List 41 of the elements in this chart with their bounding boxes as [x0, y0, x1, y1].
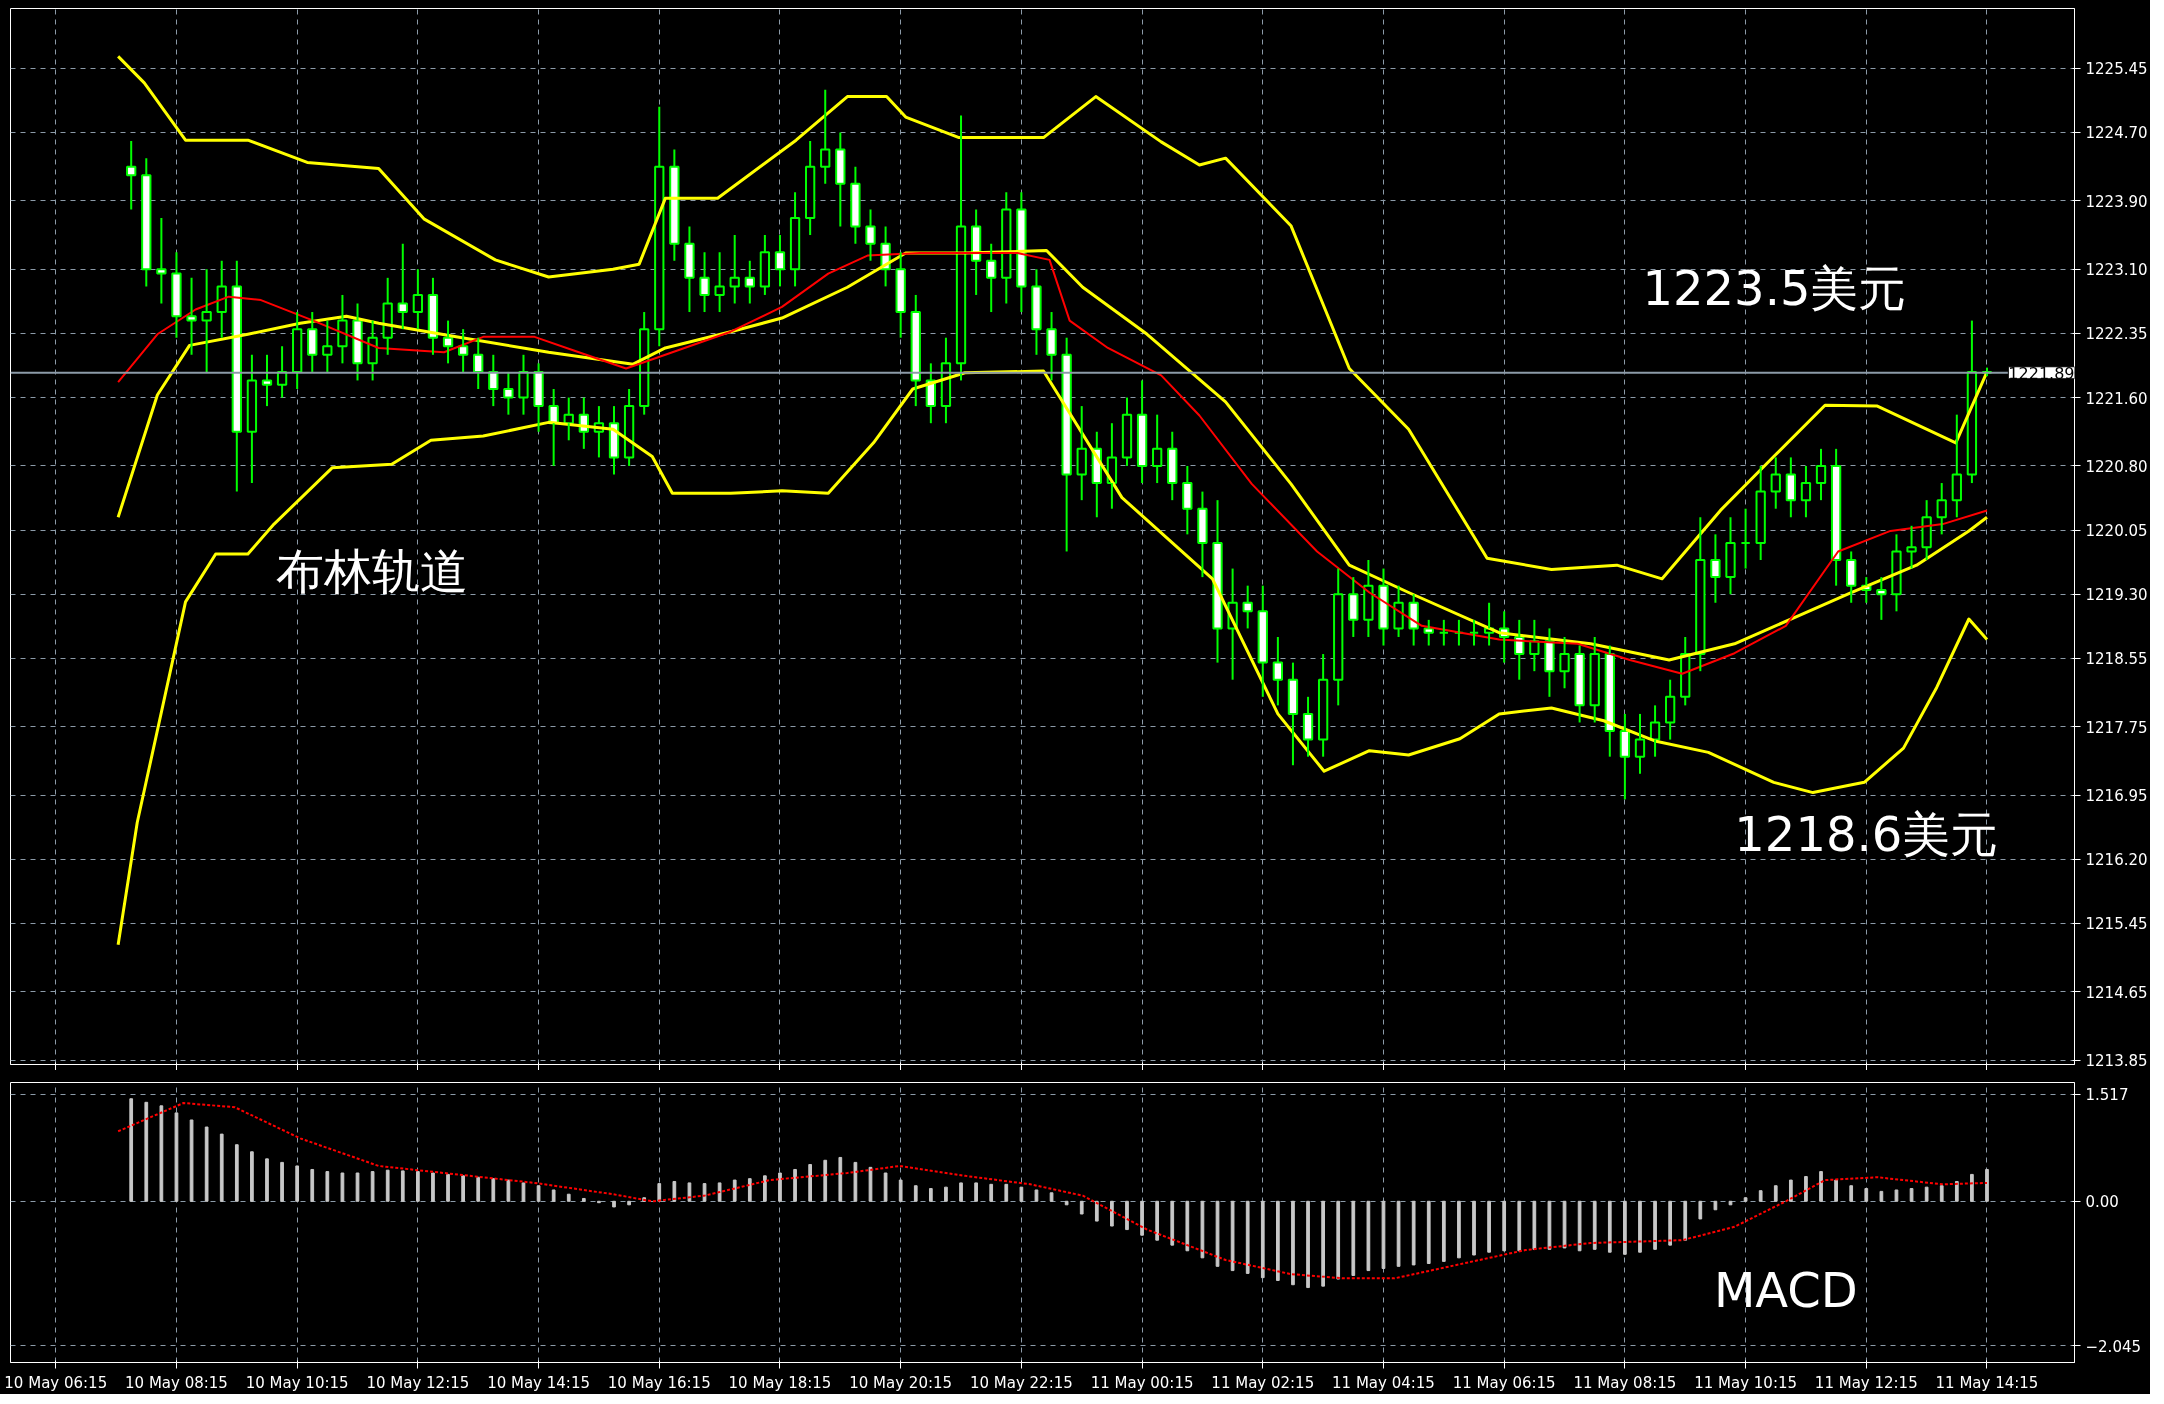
y-tick-label: 1.517: [2085, 1086, 2129, 1105]
x-tick-label: 11 May 12:15: [1814, 1373, 1918, 1392]
annotation: MACD: [1713, 1261, 1858, 1318]
x-tick-label: 10 May 10:15: [245, 1373, 349, 1392]
y-tick-label: 1217.75: [2085, 718, 2148, 737]
x-tick-label: 11 May 14:15: [1935, 1373, 2039, 1392]
annotation: 布林轨道: [275, 543, 468, 599]
y-tick-label: 1222.35: [2085, 325, 2148, 344]
y-tick-label: 1221.60: [2085, 389, 2148, 408]
x-tick-label: 10 May 16:15: [607, 1373, 711, 1392]
y-tick-label: 1215.45: [2085, 915, 2148, 934]
y-tick-label: 1218.55: [2085, 650, 2148, 669]
x-tick-label: 11 May 04:15: [1332, 1373, 1435, 1392]
annotation: 1218.6美元: [1734, 805, 1999, 862]
y-tick-label: 1220.80: [2085, 457, 2148, 476]
x-tick-label: 11 May 06:15: [1452, 1373, 1556, 1392]
x-tick-label: 10 May 08:15: [125, 1373, 228, 1392]
y-tick-label: 1216.95: [2085, 787, 2148, 806]
y-tick-label: 1223.90: [2085, 192, 2148, 211]
y-tick-label: 1223.10: [2085, 261, 2148, 280]
x-tick-label: 11 May 08:15: [1573, 1373, 1677, 1392]
y-tick-label: 1224.70: [2085, 124, 2148, 143]
x-tick-label: 10 May 12:15: [366, 1373, 470, 1392]
y-tick-label: 0.00: [2085, 1193, 2119, 1212]
y-tick-label: 1213.85: [2085, 1052, 2148, 1071]
x-tick-label: 10 May 22:15: [969, 1373, 1073, 1392]
x-tick-label: 11 May 10:15: [1694, 1373, 1798, 1392]
x-tick-label: 10 May 14:15: [487, 1373, 591, 1392]
x-tick-label: 10 May 18:15: [728, 1373, 832, 1392]
y-tick-label: 1220.05: [2085, 522, 2148, 541]
y-tick-label: 1219.30: [2085, 586, 2148, 605]
y-tick-label: 1225.45: [2085, 60, 2148, 79]
y-tick-label: −2.045: [2085, 1337, 2142, 1356]
x-tick-label: 11 May 00:15: [1090, 1373, 1194, 1392]
y-tick-label: 1214.65: [2085, 983, 2148, 1002]
x-tick-label: 10 May 06:15: [4, 1373, 108, 1392]
x-tick-label: 10 May 20:15: [849, 1373, 953, 1392]
y-tick-label: 1216.20: [2085, 851, 2148, 870]
x-tick-label: 11 May 02:15: [1211, 1373, 1315, 1392]
ref-line-label: 1221.89: [2008, 363, 2075, 383]
annotation: 1223.5美元: [1642, 259, 1907, 316]
